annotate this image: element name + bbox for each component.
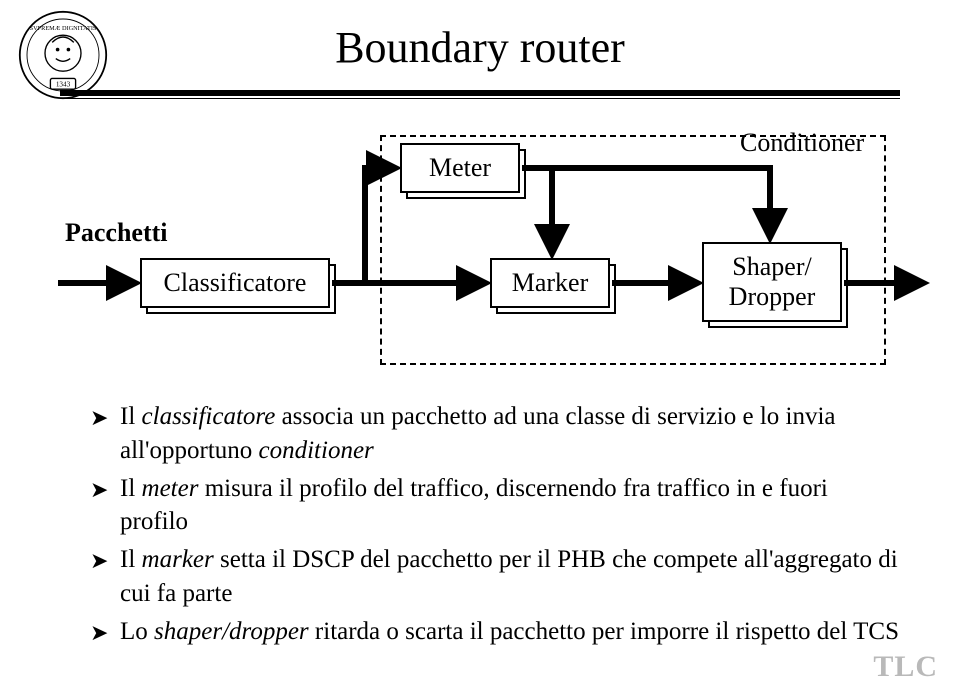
bullet-3: ➤ Il marker setta il DSCP del pacchetto … (90, 543, 900, 611)
bullet-2-text: Il meter misura il profilo del traffico,… (120, 472, 900, 540)
shaper-box: Shaper/ Dropper (702, 242, 842, 322)
classifier-text: Classificatore (164, 268, 307, 298)
marker-text: Marker (512, 268, 589, 298)
meter-text: Meter (429, 153, 491, 183)
shaper-text: Shaper/ Dropper (729, 252, 816, 312)
bullet-4: ➤ Lo shaper/dropper ritarda o scarta il … (90, 615, 900, 649)
slide: SVPREMÆ DIGNITATIS 1343 Boundary router … (0, 0, 960, 696)
bullet-3-text: Il marker setta il DSCP del pacchetto pe… (120, 543, 900, 611)
bullet-2: ➤ Il meter misura il profilo del traffic… (90, 472, 900, 540)
chevron-icon: ➤ (90, 472, 120, 505)
chevron-icon: ➤ (90, 400, 120, 433)
bullet-1: ➤ Il classificatore associa un pacchetto… (90, 400, 900, 468)
watermark-logo: et roup TLC (873, 653, 938, 680)
watermark-main: TLC (873, 653, 938, 680)
bullet-1-text: Il classificatore associa un pacchetto a… (120, 400, 900, 468)
conditioner-label: Conditioner (740, 128, 864, 158)
chevron-icon: ➤ (90, 543, 120, 576)
page-title: Boundary router (0, 22, 960, 73)
meter-box: Meter (400, 143, 520, 193)
packets-label: Pacchetti (65, 218, 168, 248)
title-rule (60, 90, 900, 93)
marker-box: Marker (490, 258, 610, 308)
bullet-list: ➤ Il classificatore associa un pacchetto… (90, 400, 900, 652)
bullet-4-text: Lo shaper/dropper ritarda o scarta il pa… (120, 615, 899, 649)
chevron-icon: ➤ (90, 615, 120, 648)
svg-text:1343: 1343 (56, 81, 71, 89)
classifier-box: Classificatore (140, 258, 330, 308)
